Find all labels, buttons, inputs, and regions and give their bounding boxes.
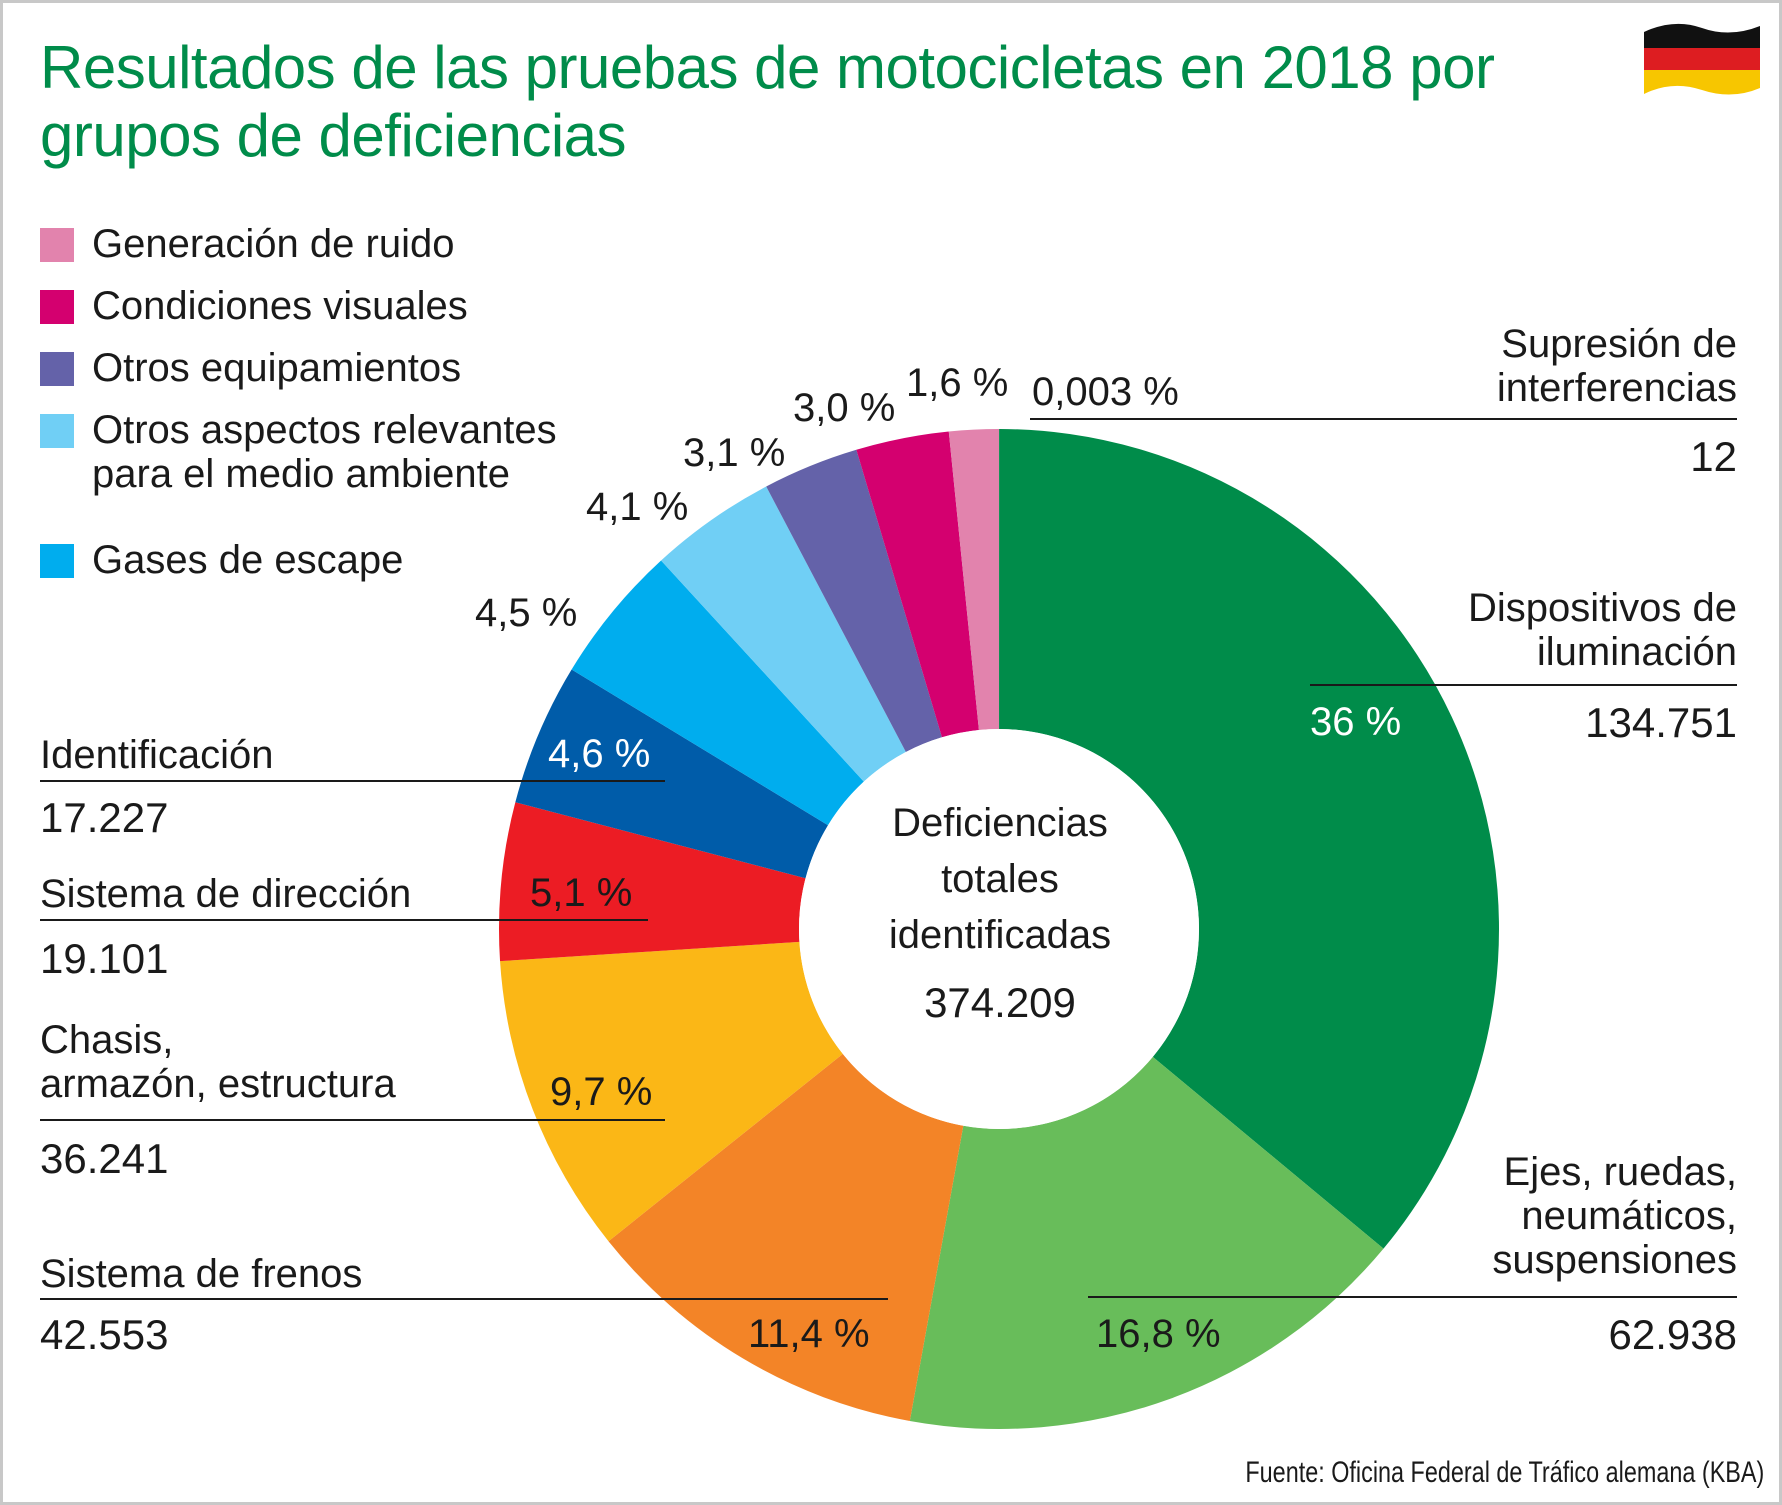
count-chasis: 36.241 <box>40 1135 169 1182</box>
donut-slice-otros-aspectos-relevantes-para-el-medio-ambiente <box>661 486 906 782</box>
pct-label-gases: 4,5 % <box>475 591 578 635</box>
legend-swatch-gases-de-escape <box>40 544 74 578</box>
count-ejes: 62.938 <box>1608 1311 1737 1358</box>
donut-slice-gases-de-escape <box>571 560 864 826</box>
label-frenos: Sistema de frenos <box>40 1252 363 1296</box>
donut-slice-dispositivos-de-iluminación <box>999 429 1500 1249</box>
legend-swatch-condiciones-visuales <box>40 290 74 324</box>
label-line: suspensiones <box>1492 1238 1737 1282</box>
center-label-line: identificadas <box>888 913 1112 957</box>
pct-label-identificacion: 4,6 % <box>548 732 651 776</box>
pct-label-direccion: 5,1 % <box>530 871 633 915</box>
legend-item: Generación de ruido <box>40 222 454 266</box>
legend-label: Otros equipamientos <box>92 346 462 390</box>
legend-item: Otros aspectos relevantes para el medio … <box>40 408 557 496</box>
label-line: Dispositivos de <box>1467 586 1737 630</box>
leader-line-chasis <box>40 1119 665 1121</box>
germany-flag-icon <box>1644 23 1760 95</box>
count-identificacion: 17.227 <box>40 794 169 841</box>
donut-slice-sistema-de-dirección <box>498 802 806 962</box>
legend-swatch-otros-equipamientos <box>40 352 74 386</box>
donut-slice-sistema-de-frenos <box>608 1053 964 1421</box>
label-direccion: Sistema de dirección <box>40 872 412 916</box>
pct-label-dispositivos: 36 % <box>1310 700 1402 744</box>
label-line: interferencias <box>1496 366 1737 410</box>
label-chasis: Chasis, armazón, estructura <box>40 1018 396 1106</box>
leader-line-dispositivos <box>1310 684 1737 686</box>
label-dispositivos: Dispositivos de iluminación <box>1468 586 1737 674</box>
pct-label-condiciones-visuales: 3,0 % <box>793 386 896 430</box>
label-line: iluminación <box>1536 630 1737 674</box>
legend-label: Generación de ruido <box>92 222 455 266</box>
legend-label: Condiciones visuales <box>92 284 468 328</box>
label-supresion: Supresión de interferencias <box>1497 322 1737 410</box>
legend-label: Gases de escape <box>92 538 404 582</box>
pct-label-ejes: 16,8 % <box>1096 1312 1221 1356</box>
legend-label: Otros aspectos relevantes para el medio … <box>92 408 557 496</box>
leader-line-ejes <box>1088 1296 1737 1298</box>
label-identificacion: Identificación <box>40 733 274 777</box>
leader-line-frenos <box>40 1298 888 1300</box>
count-dispositivos: 134.751 <box>1585 699 1737 746</box>
donut-slice-generación-de-ruido <box>948 429 999 731</box>
label-line: armazón, estructura <box>40 1062 396 1106</box>
leader-line-supresion <box>1030 418 1737 420</box>
pct-label-generacion-de-ruido: 1,6 % <box>906 361 1009 405</box>
label-line: Chasis, <box>40 1018 174 1062</box>
pct-label-otros-equipamientos: 3,1 % <box>683 431 786 475</box>
legend-item: Gases de escape <box>40 538 403 582</box>
legend-label-line: Otros aspectos relevantes <box>92 408 557 452</box>
count-frenos: 42.553 <box>40 1311 169 1358</box>
donut-slice-ejes-ruedas-neumáticos-suspensiones <box>909 1056 1384 1430</box>
donut-slice-otros-equipamientos <box>766 449 942 752</box>
leader-line-direccion <box>40 919 648 921</box>
donut-hole <box>799 729 1199 1129</box>
count-direccion: 19.101 <box>40 935 169 982</box>
chart-title: Resultados de las pruebas de motocicleta… <box>40 34 1495 169</box>
legend-label-line: para el medio ambiente <box>92 452 511 496</box>
center-label-line: totales <box>941 857 1059 901</box>
label-line: Ejes, ruedas, <box>1503 1150 1737 1194</box>
source-note: Fuente: Oficina Federal de Tráfico alema… <box>1245 1456 1764 1489</box>
label-ejes: Ejes, ruedas, neumáticos, suspensiones <box>1492 1150 1737 1282</box>
pct-label-otros-aspectos: 4,1 % <box>586 485 689 529</box>
label-line: neumáticos, <box>1521 1194 1737 1238</box>
center-label-line: Deficiencias <box>892 801 1108 845</box>
legend-swatch-generacion-de-ruido <box>40 228 74 262</box>
pct-label-chasis: 9,7 % <box>550 1070 653 1114</box>
leader-line-identificacion <box>40 780 665 782</box>
pct-label-supresion: 0,003 % <box>1032 370 1179 414</box>
center-label: Deficiencias totales identificadas <box>840 795 1160 963</box>
center-total: 374.209 <box>924 979 1076 1026</box>
legend-item: Otros equipamientos <box>40 346 461 390</box>
pct-label-frenos: 11,4 % <box>748 1312 870 1356</box>
legend-item: Condiciones visuales <box>40 284 468 328</box>
legend-swatch-otros-aspectos <box>40 414 74 448</box>
count-supresion: 12 <box>1690 433 1737 480</box>
label-line: Supresión de <box>1501 322 1737 366</box>
donut-slice-condiciones-visuales <box>856 431 979 738</box>
donut-slice-chasis-armazón-estructura <box>500 941 843 1242</box>
donut-slice-identificación <box>515 669 829 879</box>
